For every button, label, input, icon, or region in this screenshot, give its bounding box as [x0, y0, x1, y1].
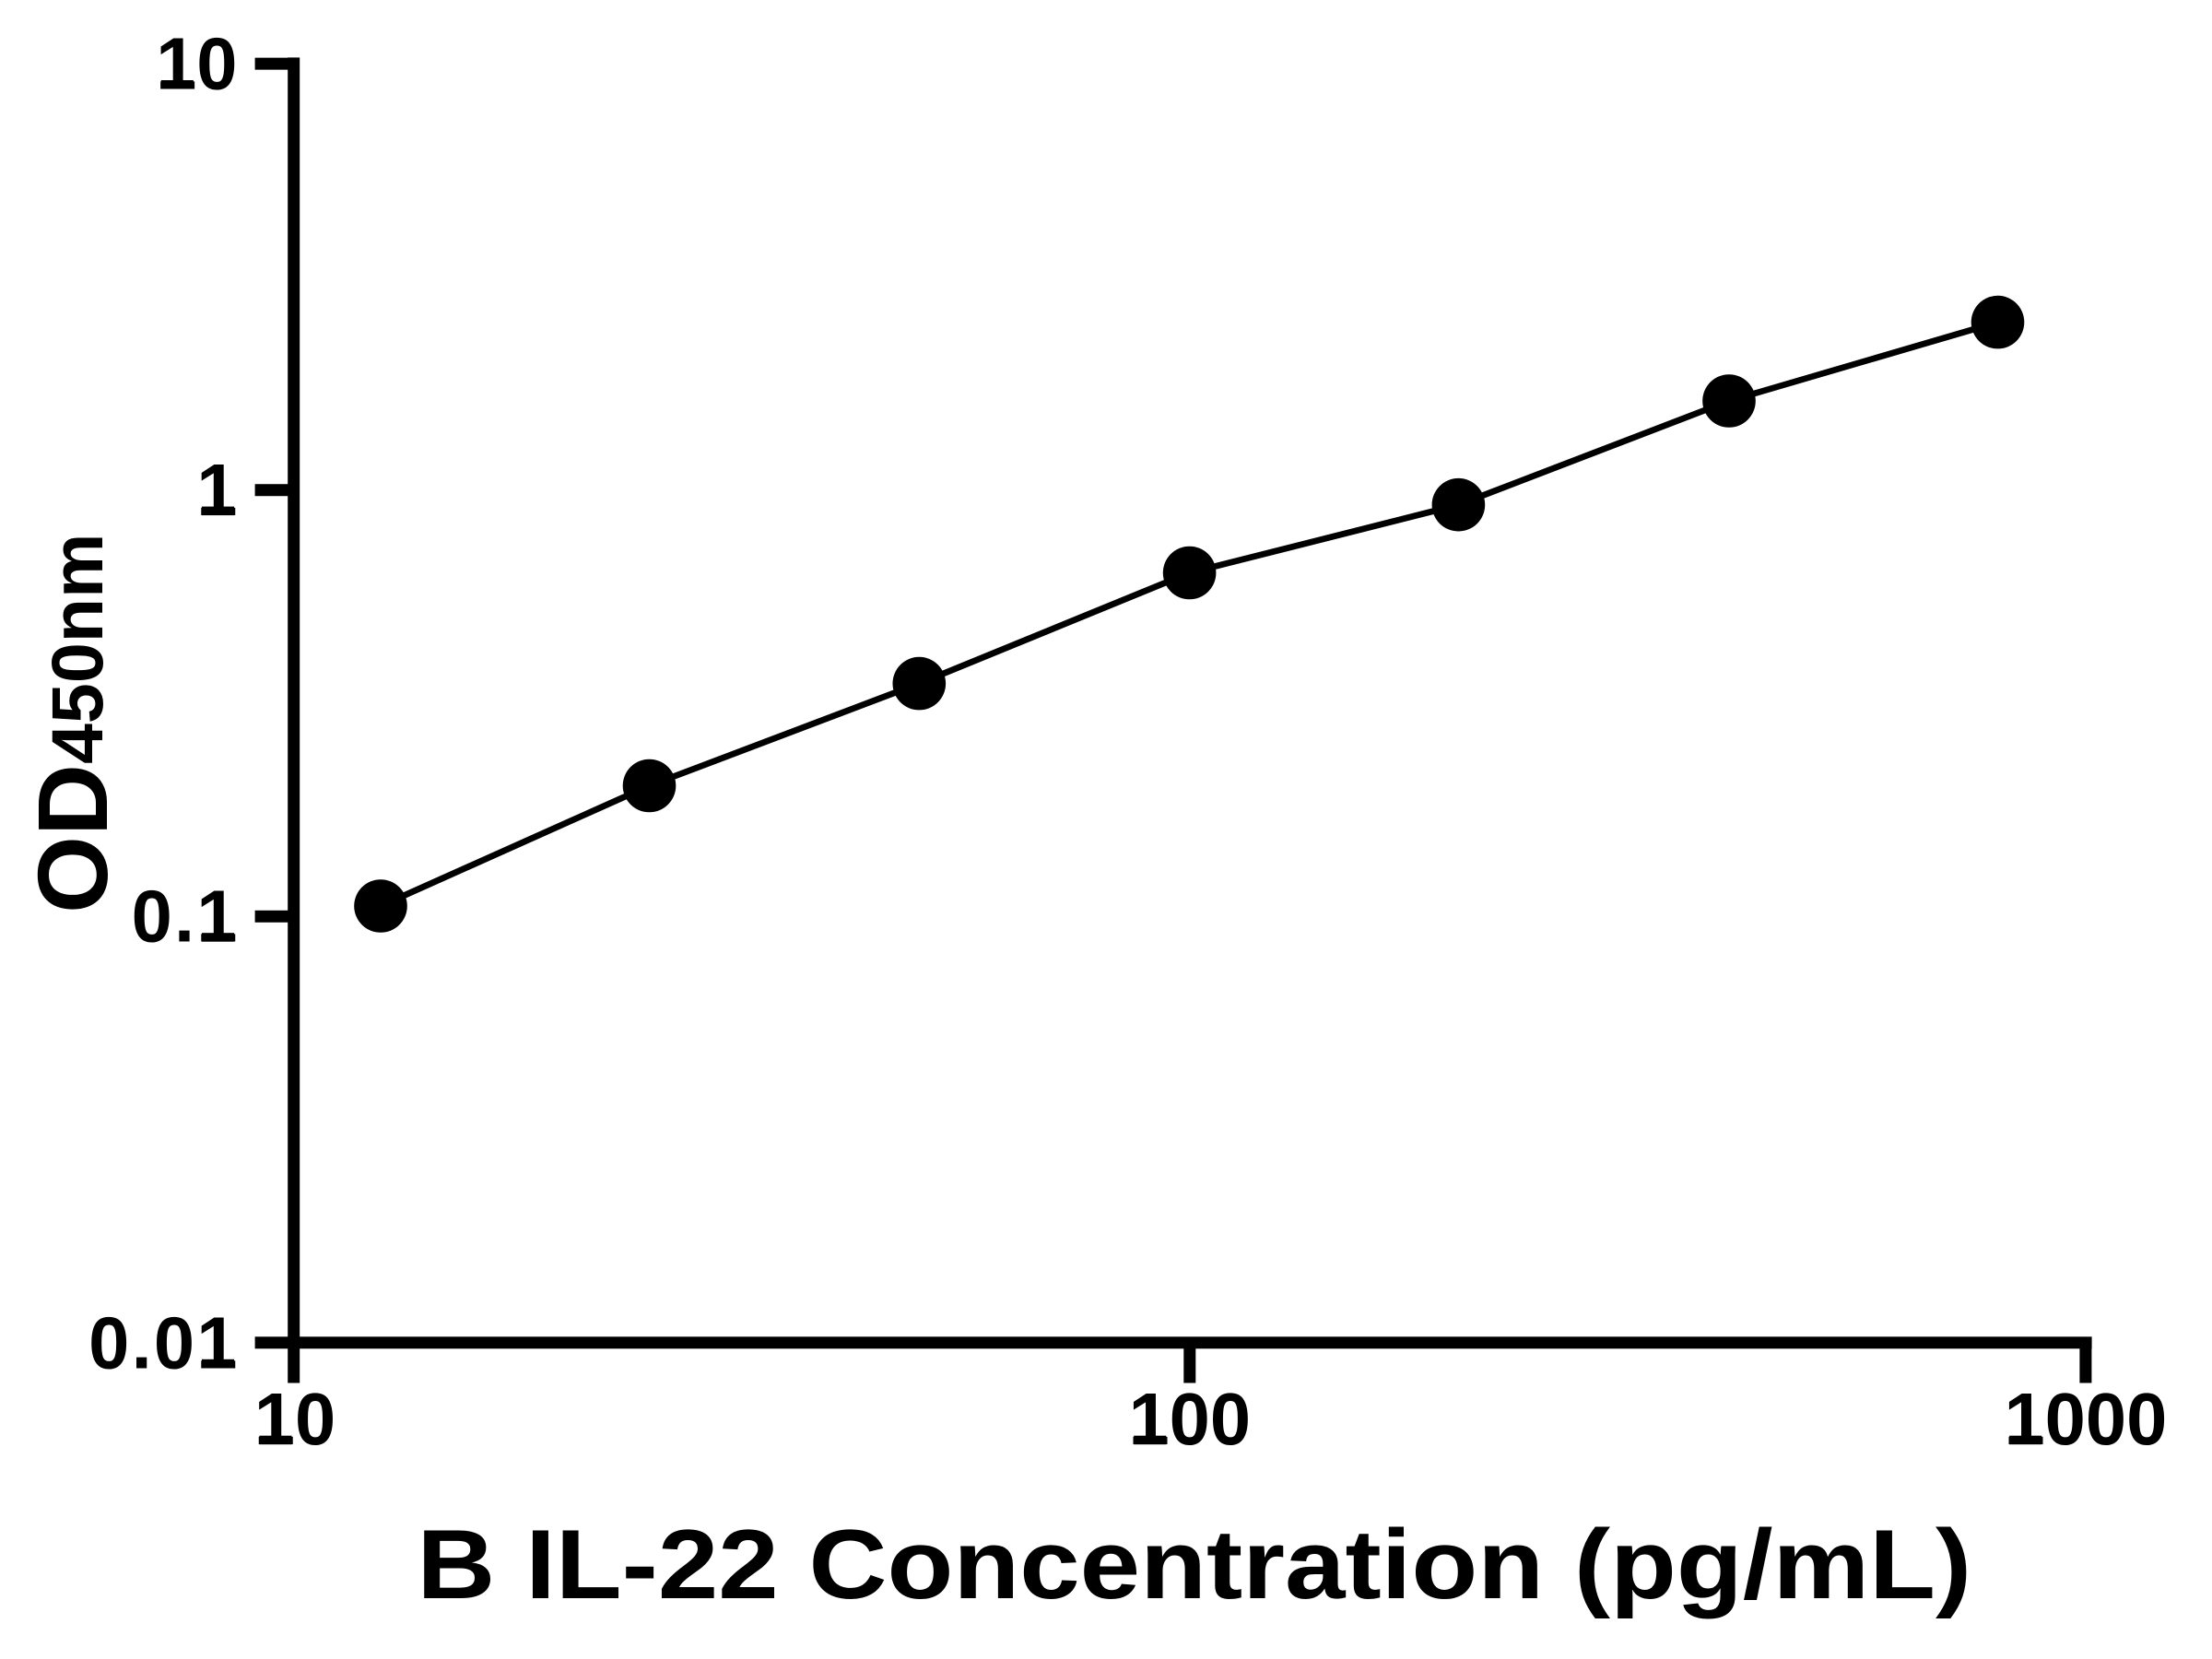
svg-text:1: 1: [196, 449, 237, 531]
svg-text:10: 10: [254, 1378, 335, 1460]
svg-text:0.1: 0.1: [132, 876, 240, 958]
svg-text:10: 10: [156, 23, 237, 105]
svg-text:OD450nm: OD450nm: [17, 534, 128, 913]
svg-text:0.01: 0.01: [88, 1301, 240, 1383]
svg-text:1000: 1000: [2004, 1378, 2167, 1460]
svg-text:B IL-22 Concentration (pg/mL): B IL-22 Concentration (pg/mL): [417, 1509, 1971, 1619]
svg-text:100: 100: [1128, 1378, 1251, 1460]
